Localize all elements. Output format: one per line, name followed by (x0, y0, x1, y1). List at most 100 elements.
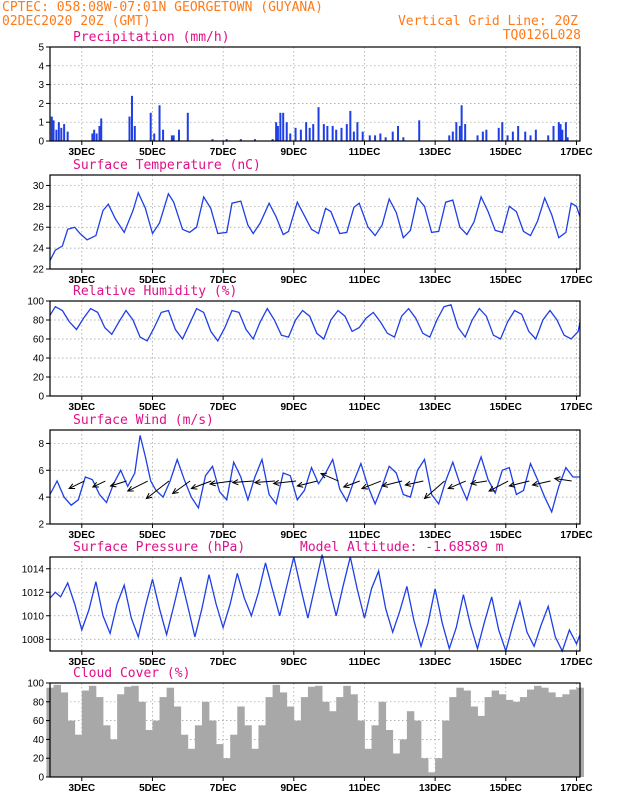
y-tick-label: 40 (33, 354, 45, 365)
precip-bar (349, 110, 352, 141)
x-tick-label: 5DEC (139, 783, 166, 794)
precip-bar (66, 131, 69, 141)
precip-bar (352, 131, 355, 141)
x-tick-label: 9DEC (280, 783, 307, 794)
precip-bar (282, 112, 285, 141)
panel-frame (49, 174, 581, 270)
x-tick-label: 7DEC (210, 657, 237, 668)
precip-bar (312, 124, 315, 141)
chart-panels: Precipitation (mm/h) 0 1 2 3 4 5 3DEC 5DEC 7DEC 9D… (22, 30, 593, 794)
precip-bar (455, 122, 458, 141)
x-tick-label: 15DEC (490, 147, 522, 158)
wind-arrow (191, 480, 212, 489)
precip-bar (448, 135, 451, 141)
wind-arrow (232, 480, 254, 484)
x-tick-label: 13DEC (419, 147, 451, 158)
precip-bar (239, 139, 242, 141)
precip-bar (557, 122, 560, 141)
y-tick-label: 0 (38, 137, 44, 148)
precip-bar (91, 133, 94, 141)
cloud-bar (237, 706, 245, 777)
panel-wind: Surface Wind (m/s) 2 4 6 8 3DEC 5DEC 7DEC 9DEC 11… (38, 413, 592, 541)
precip-bar (402, 137, 405, 141)
precip-bar (308, 127, 311, 141)
cloud-bar (74, 734, 83, 777)
precip-bar (368, 135, 371, 141)
x-tick-label: 11DEC (349, 783, 381, 794)
precip-bar (485, 129, 488, 141)
precip-bar (149, 112, 152, 141)
y-tick-label: 1012 (22, 588, 45, 599)
y-tick-label: 80 (33, 697, 45, 708)
precip-bar (559, 124, 562, 141)
x-tick-label: 13DEC (419, 530, 451, 541)
cloud-bar (53, 684, 61, 777)
wind-arrow (382, 480, 403, 487)
wind-arrow-head (488, 485, 496, 492)
precip-bar (356, 122, 359, 141)
cloud-bar (548, 692, 556, 777)
y-tick-label: 28 (33, 202, 45, 213)
precip-bar (506, 135, 509, 141)
precip-bar (476, 135, 479, 141)
header-grid-note: Vertical Grid Line: 20Z (398, 14, 578, 29)
panel-title-wind: Surface Wind (m/s) (73, 413, 214, 428)
cloud-bar (392, 753, 401, 777)
precip-bar (361, 131, 364, 141)
cloud-bar (81, 690, 90, 777)
panel-title-temperature: Surface Temperature (nC) (73, 158, 261, 173)
panel-frame (49, 46, 581, 142)
wind-arrow (254, 480, 275, 484)
cloud-bar (124, 686, 132, 777)
header-location: CPTEC: 058:08W-07:01N GEORGETOWN (GUYANA… (2, 0, 323, 15)
wind-arrow-head (404, 480, 412, 487)
cloud-bar (173, 706, 182, 777)
cloud-bar (512, 701, 521, 777)
wind-arrow-head (508, 481, 516, 488)
cloud-bar (428, 772, 436, 777)
cloud-bar (293, 720, 302, 777)
cloud-bar (336, 697, 344, 777)
x-tick-label: 9DEC (280, 657, 307, 668)
cloud-bar (60, 692, 69, 777)
x-tick-label: 13DEC (419, 657, 451, 668)
precip-bar (55, 129, 58, 141)
precip-bar (276, 125, 279, 141)
header-datetime: 02DEC2020 20Z (GMT) (2, 14, 151, 29)
precip-bar (464, 124, 467, 141)
x-tick-label: 9DEC (280, 402, 307, 413)
x-tick-label: 13DEC (419, 402, 451, 413)
x-tick-label: 7DEC (210, 147, 237, 158)
cloud-bar (209, 720, 217, 777)
cloud-bar (152, 720, 160, 777)
precip-bar (501, 122, 504, 141)
cloud-bar (527, 689, 535, 777)
cloud-bar (456, 687, 464, 777)
x-tick-label: 15DEC (490, 402, 522, 413)
cloud-bar (534, 685, 542, 777)
panel-title-pressure: Surface Pressure (hPa) (73, 540, 245, 555)
x-tick-label: 17DEC (560, 147, 592, 158)
wind-arrow-head (360, 483, 368, 490)
cloud-bar (300, 697, 309, 777)
cloud-bar (103, 725, 111, 777)
cloud-bar (322, 701, 330, 777)
cloud-bar (244, 725, 252, 777)
y-tick-label: 4 (38, 61, 44, 72)
wind-arrow-head (272, 479, 280, 486)
x-tick-label: 7DEC (210, 530, 237, 541)
precip-bar (225, 139, 228, 141)
cloud-bar (435, 758, 443, 777)
precip-bar (451, 131, 454, 141)
cloud-bar (484, 697, 493, 777)
precip-bar (481, 131, 484, 141)
x-tick-label: 17DEC (560, 783, 592, 794)
cloud-bar (350, 694, 358, 777)
wind-arrow (146, 480, 170, 499)
cloud-bar (315, 685, 323, 777)
cloud-bar (251, 748, 259, 777)
header-model-code: TQ0126L028 (503, 28, 581, 43)
cloud-bar (329, 711, 337, 777)
y-tick-label: 0 (38, 773, 44, 784)
